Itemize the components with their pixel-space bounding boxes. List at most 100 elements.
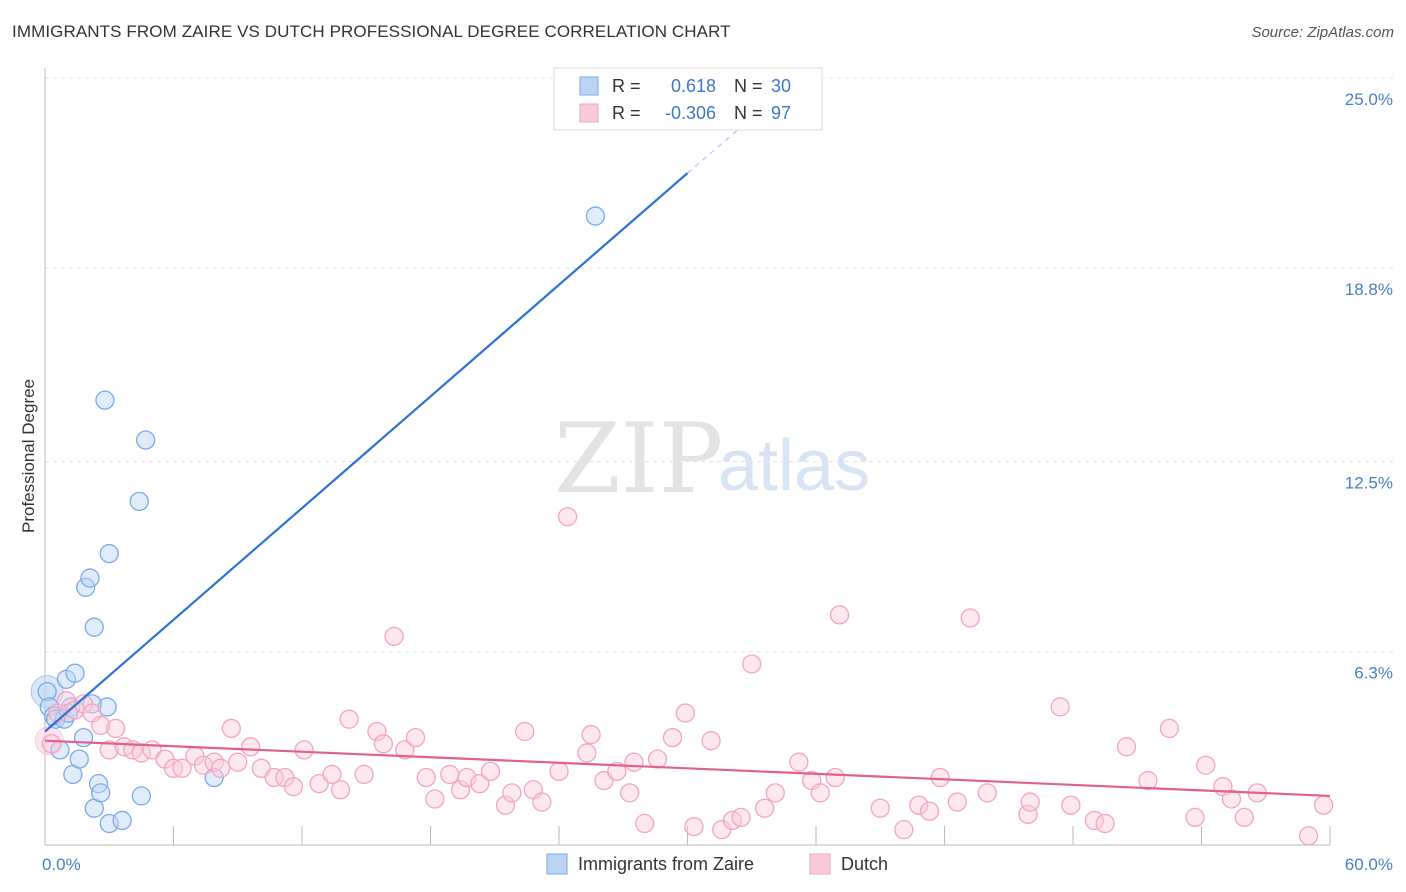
dutch-point-96 [1234,807,1254,828]
dutch-point-34 [373,734,394,754]
dutch-point-82 [977,783,997,803]
dutch-point-22 [240,737,261,757]
bottom-legend-label-dutch: Dutch [841,854,888,874]
dutch-point-27 [294,740,314,760]
dutch-point-29 [322,764,342,785]
bottom-legend-label-zaire: Immigrants from Zaire [578,854,754,874]
bottom-legend-swatch-zaire [546,853,568,875]
dutch-point-59 [647,749,668,769]
legend-n-label-dutch: N = [734,103,763,123]
legend-r-zaire: 0.618 [671,76,716,96]
y-axis-label: Professional Degree [19,379,38,533]
dutch-point-55 [607,761,627,782]
dutch-point-41 [450,780,471,800]
dutch-point-70 [789,752,809,772]
x-tick-label-0: 0.0% [42,855,81,874]
data-points [30,206,1334,846]
dutch-point-86 [1061,795,1081,815]
dutch-point-77 [909,795,929,815]
zaire-point-11 [73,727,94,748]
dutch-point-52 [577,743,597,763]
dutch-point-47 [515,721,535,742]
dutch-point-56 [620,783,640,803]
dutch-point-95 [1221,789,1242,809]
dutch-point-93 [1196,755,1216,775]
dutch-point-81 [960,608,980,628]
dutch-point-15 [172,758,192,778]
dutch-point-72 [810,783,830,803]
watermark: ZIP atlas [554,403,870,515]
source-label: Source: ZipAtlas.com [1251,24,1394,41]
dutch-point-30 [330,780,351,800]
dutch-point-50 [549,761,569,782]
dutch-point-73 [825,767,845,788]
zaire-point-18 [95,390,115,410]
watermark-atlas: atlas [718,426,870,506]
dutch-point-37 [405,727,426,748]
zaire-point-10 [69,749,89,769]
dutch-point-46 [502,783,522,803]
zaire-trend-line [44,172,689,733]
legend-box [553,67,823,131]
trend-lines [44,126,1331,798]
legend-swatch-zaire [579,76,599,96]
dutch-point-74 [829,605,850,625]
legend-n-label-zaire: N = [734,76,763,96]
dutch-point-7 [99,740,119,760]
zaire-point-0 [37,681,57,702]
dutch-point-61 [675,703,696,723]
dutch-point-6 [91,715,111,735]
legend-r-label-zaire: R = [612,76,641,96]
dutch-point-43 [470,773,490,794]
zaire-point-17 [91,783,111,803]
legend: R = 0.618 N = 30 R = -0.306 N = 97 [553,67,823,131]
zaire-point-23 [129,491,149,512]
dutch-point-66 [731,807,751,828]
gridlines [45,77,1395,653]
dutch-point-58 [635,813,655,834]
dutch-point-76 [894,820,914,840]
dutch-point-75 [870,798,890,818]
dutch-point-91 [1159,718,1180,739]
dutch-point-85 [1050,697,1070,717]
legend-swatch-dutch [579,103,599,123]
zaire-point-15 [84,617,104,637]
chart-title: IMMIGRANTS FROM ZAIRE VS DUTCH PROFESSIO… [12,22,731,41]
legend-r-dutch: -0.306 [665,103,716,123]
y-tick-label-2: 18.8% [1345,280,1393,299]
dutch-point-57 [624,752,644,772]
dutch-point-92 [1185,807,1205,828]
dutch-point-26 [283,777,304,797]
dutch-point-62 [684,816,704,837]
zaire-trend-extension [687,126,742,174]
dutch-point-31 [339,709,359,729]
dutch-point-51 [557,507,578,527]
zaire-point-27 [585,206,606,226]
dutch-point-88 [1095,813,1115,834]
dutch-point-67 [742,654,762,674]
dutch-point-79 [930,767,950,788]
dutch-point-35 [384,626,404,647]
dutch-point-49 [532,792,552,812]
dutch-point-8 [106,718,126,739]
zaire-point-12 [76,577,96,597]
dutch-point-83 [1018,804,1038,824]
dutch-point-68 [754,798,775,818]
watermark-zip: ZIP [554,403,723,515]
y-tick-label-0: 6.3% [1354,664,1393,683]
bottom-legend-swatch-dutch [809,853,831,875]
legend-n-dutch: 97 [771,103,791,123]
dutch-point-24 [264,767,284,788]
dutch-point-89 [1116,737,1137,757]
dutch-point-98 [1298,826,1319,846]
dutch-point-84 [1020,792,1040,812]
dutch-point-44 [480,761,501,782]
dutch-point-0 [41,734,62,754]
dutch-point-33 [367,721,387,742]
dutch-point-19 [210,758,231,778]
dutch-point-60 [662,727,683,748]
dutch-point-69 [765,783,785,803]
dutch-point-90 [1138,770,1158,791]
dutch-point-80 [947,792,967,812]
